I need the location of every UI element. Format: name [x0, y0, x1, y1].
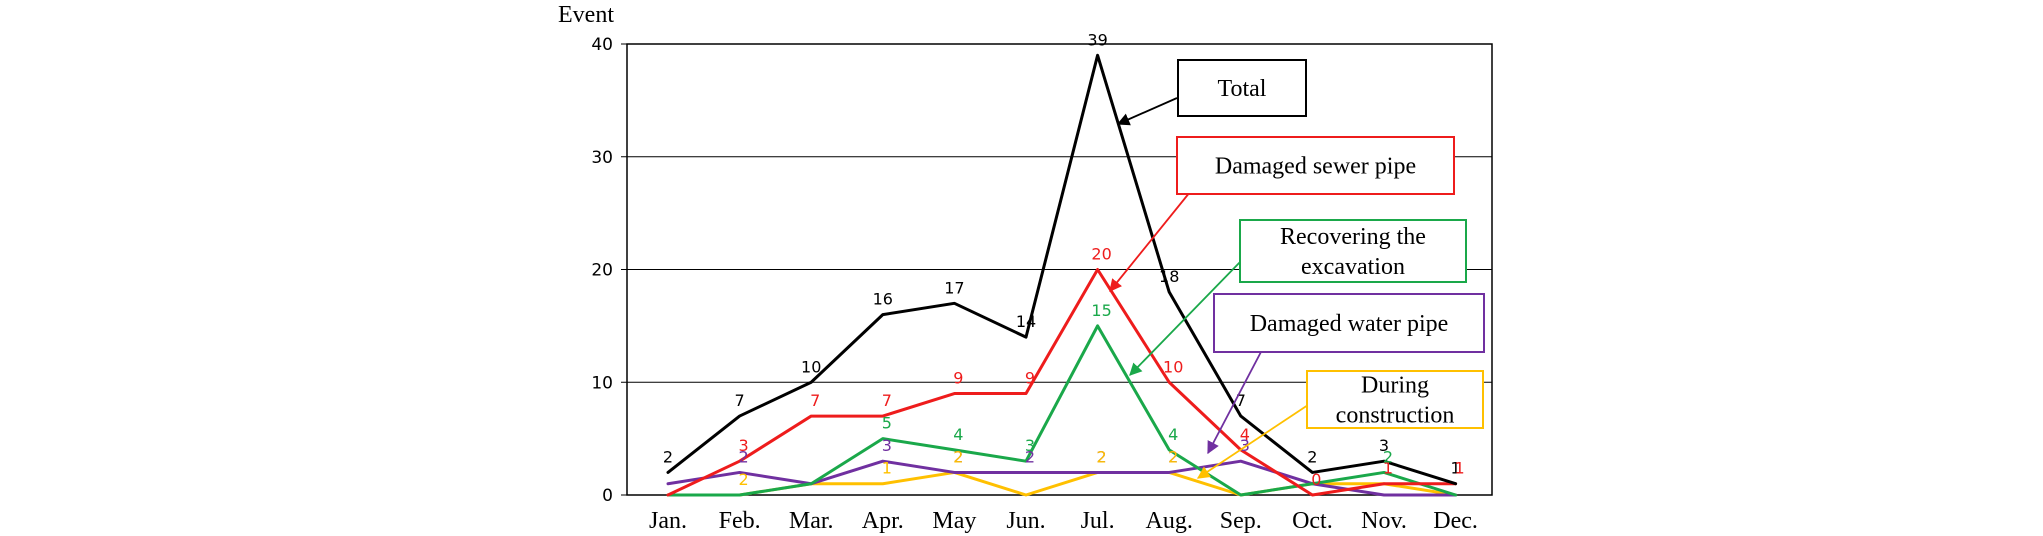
data-label: 1	[1451, 459, 1461, 478]
data-label: 2	[1168, 447, 1178, 466]
x-tick-label: Aug.	[1146, 508, 1193, 534]
series-line-damaged-sewer-pipe	[666, 268, 1458, 497]
data-label: 20	[1091, 245, 1111, 264]
y-tick-label: 30	[591, 148, 613, 168]
callout-arrow-recovering-the-excavation	[1129, 259, 1243, 376]
legend-label-damaged-water-pipe: Damaged water pipe	[1250, 311, 1449, 337]
y-tick-label: 20	[591, 261, 613, 281]
series-line-recovering-the-excavation	[666, 324, 1458, 497]
legend-callouts: Total Damaged sewer pipe Recovering the exc…	[1109, 59, 1485, 479]
callout-arrow-damaged-sewer-pipe	[1109, 191, 1191, 292]
x-tick-label: May	[932, 508, 976, 534]
legend-label-damaged-sewer-pipe: Damaged sewer pipe	[1215, 154, 1416, 180]
x-tick-label: Mar.	[789, 508, 834, 534]
legend-label-during-construction: construction	[1336, 403, 1455, 429]
x-tick-label: Dec.	[1433, 508, 1478, 534]
y-tick-label: 0	[602, 486, 613, 506]
data-label: 3	[882, 436, 892, 455]
series-line-total	[666, 53, 1458, 486]
data-label: 1	[882, 459, 892, 478]
data-label: 3	[1379, 436, 1389, 455]
x-tick-label: Apr.	[862, 508, 904, 534]
y-tick-label: 40	[591, 35, 613, 55]
data-label: 2	[739, 470, 749, 489]
legend-label-recovering-the-excavation: Recovering the	[1280, 224, 1426, 250]
data-label: 16	[873, 290, 893, 309]
data-label: 2	[1307, 447, 1317, 466]
x-tick-label: Nov.	[1361, 508, 1407, 534]
data-label: 3	[1025, 436, 1035, 455]
data-label: 1	[1455, 459, 1465, 478]
data-label: 5	[882, 414, 892, 433]
data-label: 3	[739, 436, 749, 455]
data-label: 7	[735, 391, 745, 410]
data-label: 7	[810, 391, 820, 410]
data-label: 4	[1240, 425, 1250, 444]
series-lines	[666, 53, 1458, 497]
legend-box-recovering-the-excavation	[1239, 219, 1467, 283]
x-tick-label: Feb.	[719, 508, 761, 534]
data-label: 3	[1240, 436, 1250, 455]
y-tick-label: 10	[591, 373, 613, 393]
series-line-damaged-water-pipe	[666, 459, 1458, 497]
callout-arrow-total	[1116, 97, 1178, 126]
data-label: 2	[663, 447, 673, 466]
data-label: 4	[1168, 425, 1178, 444]
data-label: 17	[944, 278, 964, 297]
data-label: 15	[1091, 301, 1111, 320]
data-label: 2	[1097, 447, 1107, 466]
data-label: 2	[953, 447, 963, 466]
legend-box-total	[1177, 59, 1307, 117]
data-label: 0	[1311, 470, 1321, 489]
data-label: 9	[953, 369, 963, 388]
x-tick-label: Jan.	[649, 508, 687, 534]
data-label: 7	[882, 391, 892, 410]
data-label: 2	[1025, 447, 1035, 466]
x-tick-label: Oct.	[1292, 508, 1333, 534]
y-axis-title: Event	[558, 2, 614, 28]
legend-label-total: Total	[1218, 76, 1267, 102]
x-tick-label: Jul.	[1081, 508, 1115, 534]
data-label: 10	[801, 357, 821, 376]
legend-box-damaged-sewer-pipe	[1176, 136, 1455, 195]
callout-arrow-damaged-water-pipe	[1207, 349, 1263, 455]
legend-box-damaged-water-pipe	[1213, 293, 1485, 353]
callout-arrow-during-construction	[1196, 404, 1309, 479]
data-label: 2	[953, 447, 963, 466]
legend-label-recovering-the-excavation: excavation	[1301, 254, 1405, 280]
x-tick-label: Sep.	[1220, 508, 1262, 534]
data-label: 2	[1097, 447, 1107, 466]
data-label: 2	[1168, 447, 1178, 466]
data-label: 2	[739, 447, 749, 466]
data-label: 39	[1087, 30, 1107, 49]
data-label: 10	[1163, 357, 1183, 376]
x-tick-label: Jun.	[1006, 508, 1045, 534]
data-label: 9	[1025, 369, 1035, 388]
data-label: 18	[1159, 267, 1179, 286]
legend-label-during-construction: During	[1361, 373, 1429, 399]
data-label: 14	[1016, 312, 1036, 331]
legend-box-during-construction	[1306, 370, 1484, 429]
data-label: 7	[1236, 391, 1246, 410]
data-label: 4	[953, 425, 963, 444]
data-label: 1	[1383, 459, 1393, 478]
data-label: 2	[1383, 447, 1393, 466]
